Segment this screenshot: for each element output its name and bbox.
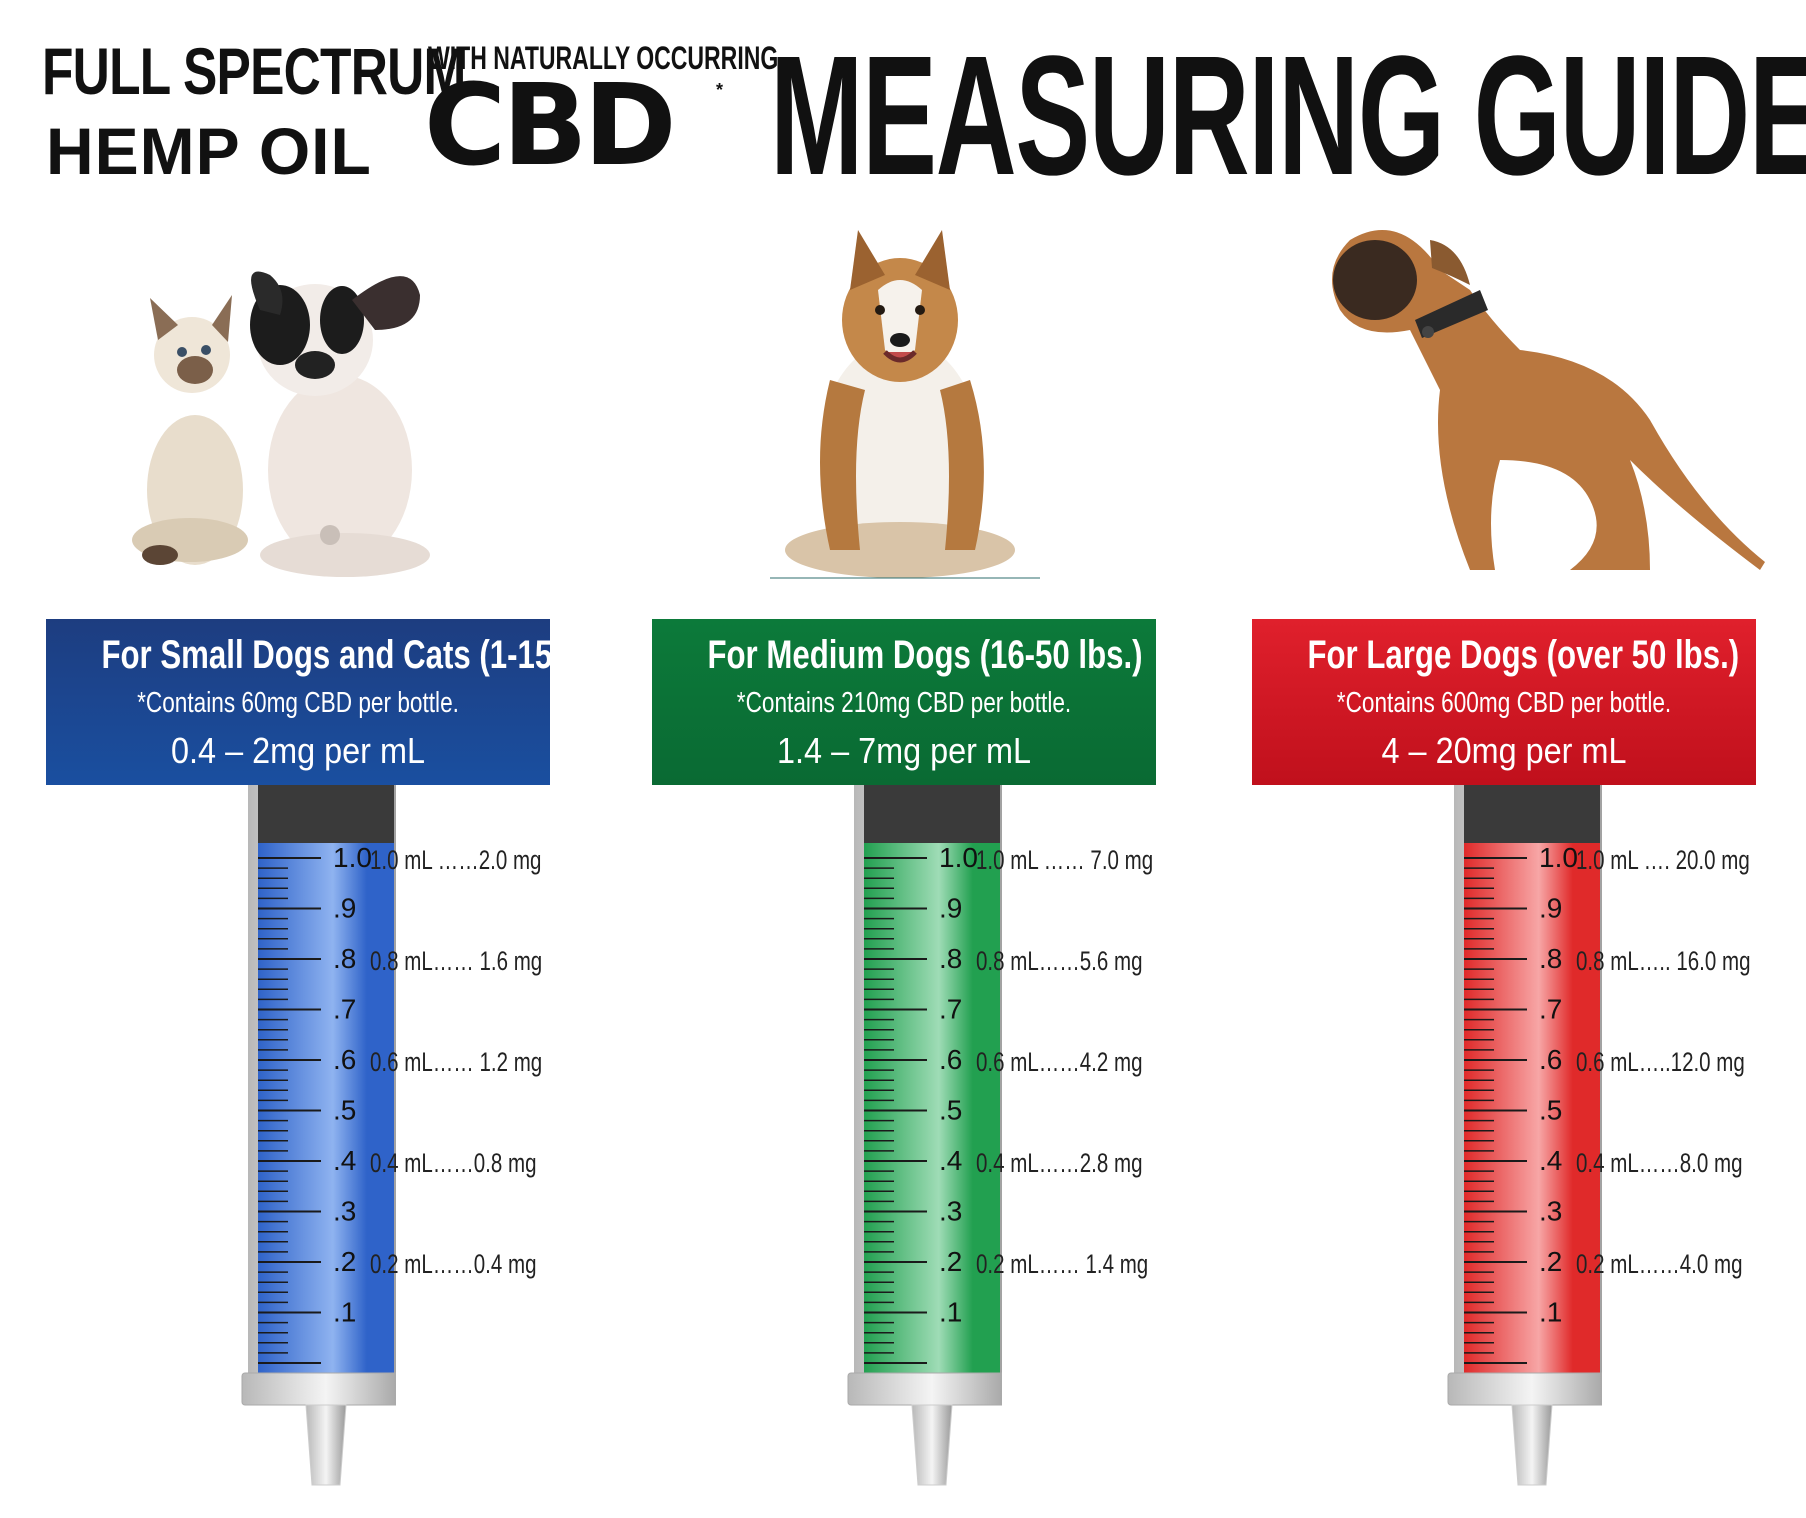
dosage-label-box: For Small Dogs and Cats (1-15 lbs.) *Cont…: [46, 619, 626, 785]
scale-label: .3: [333, 1196, 356, 1227]
scale-label: .9: [1539, 893, 1562, 924]
scale-label: .8: [333, 943, 356, 974]
dose-label: 0.8 mL…… 1.6 mg: [370, 946, 543, 976]
dose-label: 0.8 mL….. 16.0 mg: [1576, 946, 1751, 976]
header-cbd: CBD: [424, 61, 677, 191]
dosage-label-box: For Large Dogs (over 50 lbs.) *Contains 6…: [1252, 619, 1756, 785]
scale-label: .2: [333, 1246, 356, 1277]
scale-label: .1: [939, 1297, 962, 1328]
scale-label: .6: [1539, 1044, 1562, 1075]
mastiff-dog-image: [1332, 230, 1765, 570]
scale-label: .7: [1539, 994, 1562, 1025]
scale-label: .5: [939, 1095, 962, 1126]
dose-label: 1.0 mL ……2.0 mg: [370, 845, 542, 875]
scale-label: .2: [1539, 1246, 1562, 1277]
scale-label: .4: [939, 1145, 962, 1176]
panel-range: 1.4 – 7mg per mL: [777, 730, 1031, 771]
dose-label: 0.2 mL…… 1.4 mg: [976, 1249, 1149, 1279]
dose-label: 0.2 mL……0.4 mg: [370, 1249, 537, 1279]
panel-range: 4 – 20mg per mL: [1381, 730, 1627, 771]
panel-contains: *Contains 60mg CBD per bottle.: [137, 687, 459, 719]
scale-label: 1.0: [333, 842, 372, 873]
dose-label: 1.0 mL …… 7.0 mg: [976, 845, 1154, 875]
scale-label: .9: [333, 893, 356, 924]
dose-label: 0.2 mL……4.0 mg: [1576, 1249, 1743, 1279]
scale-label: 1.0: [939, 842, 978, 873]
header-naturally-occurring: WITH NATURALLY OCCURRING: [428, 40, 779, 76]
scale-label: .1: [1539, 1297, 1562, 1328]
scale-label: .4: [1539, 1145, 1562, 1176]
scale-label: .3: [1539, 1196, 1562, 1227]
header-full-spectrum: FULL SPECTRUM: [42, 34, 466, 108]
scale-label: .6: [333, 1044, 356, 1075]
cat-and-french-bulldog-image: [132, 271, 430, 577]
dosage-label-box: For Medium Dogs (16-50 lbs.) *Contains 21…: [652, 619, 1156, 785]
panel-range: 0.4 – 2mg per mL: [171, 730, 425, 771]
scale-label: .1: [333, 1297, 356, 1328]
dose-label: 0.4 mL……0.8 mg: [370, 1148, 537, 1178]
scale-label: .4: [333, 1145, 356, 1176]
sheltie-dog-image: [770, 230, 1040, 579]
syringe-illustration: 1.0 .9 .8 .7 .6 .5 .4 .3 .2 .1: [1447, 785, 1602, 1486]
scale-label: .5: [1539, 1095, 1562, 1126]
dose-label: 0.4 mL……2.8 mg: [976, 1148, 1143, 1178]
scale-label: .3: [939, 1196, 962, 1227]
scale-label: 1.0: [1539, 842, 1578, 873]
panel-title: For Small Dogs and Cats (1-15 lbs.): [101, 633, 626, 677]
panel-title: For Medium Dogs (16-50 lbs.): [707, 633, 1143, 677]
scale-label: .7: [939, 994, 962, 1025]
scale-label: .8: [939, 943, 962, 974]
dose-label: 0.8 mL……5.6 mg: [976, 946, 1143, 976]
syringe-illustration: 1.0 .9 .8 .7 .6 .5 .4 .3 .2 .1: [241, 785, 396, 1486]
dose-label: 1.0 mL …. 20.0 mg: [1576, 845, 1750, 875]
dose-label: 0.4 mL……8.0 mg: [1576, 1148, 1743, 1178]
dose-label: 0.6 mL……4.2 mg: [976, 1047, 1143, 1077]
header-measuring-guide: MEASURING GUIDE: [770, 21, 1806, 211]
scale-label: .8: [1539, 943, 1562, 974]
scale-label: .7: [333, 994, 356, 1025]
scale-label: .6: [939, 1044, 962, 1075]
scale-label: .5: [333, 1095, 356, 1126]
header-asterisk: *: [716, 80, 724, 100]
panel-contains: *Contains 600mg CBD per bottle.: [1336, 687, 1672, 719]
header-hemp-oil: HEMP OIL: [46, 114, 372, 188]
panel-title: For Large Dogs (over 50 lbs.): [1307, 633, 1740, 677]
syringe-illustration: 1.0 .9 .8 .7 .6 .5 .4 .3 .2 .1: [847, 785, 1002, 1486]
dose-label: 0.6 mL…..12.0 mg: [1576, 1047, 1745, 1077]
panel-contains: *Contains 210mg CBD per bottle.: [736, 687, 1072, 719]
scale-label: .2: [939, 1246, 962, 1277]
dose-label: 0.6 mL…… 1.2 mg: [370, 1047, 543, 1077]
scale-label: .9: [939, 893, 962, 924]
